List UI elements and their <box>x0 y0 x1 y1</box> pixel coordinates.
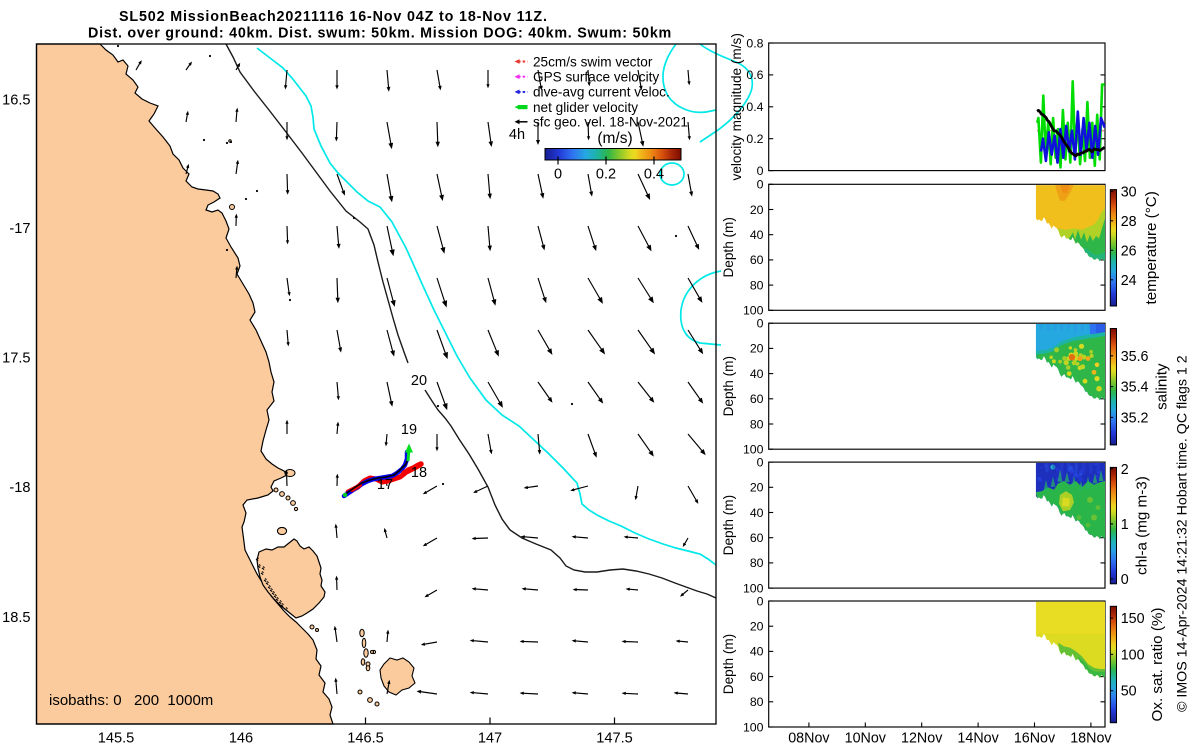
svg-text:0.6: 0.6 <box>746 68 763 82</box>
svg-text:velocity magnitude (m/s): velocity magnitude (m/s) <box>729 33 744 180</box>
svg-text:16.5: 16.5 <box>2 93 30 109</box>
svg-text:0: 0 <box>757 455 764 469</box>
svg-text:17.5: 17.5 <box>2 351 30 367</box>
svg-text:0.2: 0.2 <box>746 132 763 146</box>
svg-text:sfc geo. vel. 18-Nov-2021: sfc geo. vel. 18-Nov-2021 <box>533 115 688 130</box>
svg-text:18: 18 <box>411 465 427 481</box>
svg-text:1: 1 <box>1121 517 1129 533</box>
svg-text:146: 146 <box>229 731 253 747</box>
svg-text:16Nov: 16Nov <box>1014 731 1056 747</box>
svg-text:60: 60 <box>750 670 764 684</box>
svg-text:80: 80 <box>750 695 764 709</box>
svg-text:20: 20 <box>750 481 764 495</box>
svg-text:salinity: salinity <box>1154 363 1171 410</box>
svg-text:80: 80 <box>750 417 764 431</box>
svg-text:26: 26 <box>1121 243 1137 259</box>
svg-text:100: 100 <box>743 304 764 318</box>
svg-text:100: 100 <box>1121 647 1145 663</box>
svg-text:17: 17 <box>377 477 393 493</box>
svg-text:dive-avg current veloc.: dive-avg current veloc. <box>533 85 670 100</box>
svg-text:0: 0 <box>757 317 764 331</box>
svg-text:0: 0 <box>554 167 562 183</box>
svg-text:net glider velocity: net glider velocity <box>533 100 638 115</box>
svg-text:60: 60 <box>750 253 764 267</box>
svg-text:145.5: 145.5 <box>98 731 135 747</box>
svg-text:isobaths: 0 200 1000m: isobaths: 0 200 1000m <box>49 692 213 709</box>
svg-text:temperature (°C): temperature (°C) <box>1143 191 1160 304</box>
svg-text:08Nov: 08Nov <box>788 731 830 747</box>
svg-text:20: 20 <box>750 203 764 217</box>
svg-text:0: 0 <box>757 178 764 192</box>
svg-text:© IMOS 14-Apr-2024 14:21:32 Ho: © IMOS 14-Apr-2024 14:21:32 Hobart time.… <box>1175 355 1191 712</box>
svg-text:35.6: 35.6 <box>1121 349 1149 365</box>
svg-text:40: 40 <box>750 228 764 242</box>
svg-text:25cm/s swim vector: 25cm/s swim vector <box>533 54 653 69</box>
svg-text:60: 60 <box>750 392 764 406</box>
svg-text:40: 40 <box>750 645 764 659</box>
svg-text:Depth (m): Depth (m) <box>721 634 736 694</box>
svg-text:0: 0 <box>757 594 764 608</box>
svg-text:Depth (m): Depth (m) <box>721 495 736 555</box>
svg-text:40: 40 <box>750 367 764 381</box>
svg-text:Depth (m): Depth (m) <box>721 217 736 277</box>
svg-text:147.5: 147.5 <box>596 731 633 747</box>
svg-text:0: 0 <box>1121 572 1129 588</box>
svg-text:0.4: 0.4 <box>746 100 763 114</box>
svg-text:Ox. sat. ratio (%): Ox. sat. ratio (%) <box>1149 608 1166 722</box>
svg-text:20: 20 <box>411 373 427 389</box>
svg-text:40: 40 <box>750 506 764 520</box>
svg-text:12Nov: 12Nov <box>901 731 943 747</box>
svg-text:100: 100 <box>743 720 764 734</box>
svg-text:80: 80 <box>750 278 764 292</box>
svg-text:0.4: 0.4 <box>644 167 664 183</box>
svg-text:19: 19 <box>401 422 417 438</box>
svg-text:100: 100 <box>743 581 764 595</box>
svg-text:(m/s): (m/s) <box>597 130 632 147</box>
svg-text:60: 60 <box>750 531 764 545</box>
svg-text:2: 2 <box>1121 462 1129 478</box>
svg-text:18Nov: 18Nov <box>1070 731 1112 747</box>
svg-text:0: 0 <box>757 164 764 178</box>
svg-text:-17: -17 <box>9 221 30 237</box>
svg-text:147: 147 <box>478 731 502 747</box>
svg-text:10Nov: 10Nov <box>845 731 887 747</box>
svg-text:18.5: 18.5 <box>2 610 30 626</box>
svg-text:0.8: 0.8 <box>746 36 763 50</box>
svg-text:Dist. over ground: 40km. Dist.: Dist. over ground: 40km. Dist. swum: 50k… <box>88 26 672 42</box>
svg-text:14Nov: 14Nov <box>957 731 999 747</box>
svg-text:20: 20 <box>750 342 764 356</box>
svg-text:30: 30 <box>1121 184 1137 200</box>
svg-text:-18: -18 <box>9 480 30 496</box>
svg-text:35.4: 35.4 <box>1121 380 1149 396</box>
svg-text:150: 150 <box>1121 611 1145 627</box>
svg-text:chl-a (mg m-3): chl-a (mg m-3) <box>1134 476 1151 575</box>
svg-text:24: 24 <box>1121 273 1137 289</box>
svg-text:35.2: 35.2 <box>1121 410 1149 426</box>
svg-text:GPS surface velocity: GPS surface velocity <box>533 70 659 85</box>
svg-text:Depth (m): Depth (m) <box>721 356 736 416</box>
svg-text:SL502 MissionBeach20211116 16-: SL502 MissionBeach20211116 16-Nov 04Z to… <box>119 9 548 25</box>
svg-text:100: 100 <box>743 443 764 457</box>
svg-text:28: 28 <box>1121 214 1137 230</box>
svg-text:0.2: 0.2 <box>596 167 616 183</box>
svg-text:146.5: 146.5 <box>347 731 384 747</box>
svg-text:4h: 4h <box>509 127 525 143</box>
svg-text:80: 80 <box>750 556 764 570</box>
svg-text:50: 50 <box>1121 684 1137 700</box>
svg-text:20: 20 <box>750 620 764 634</box>
